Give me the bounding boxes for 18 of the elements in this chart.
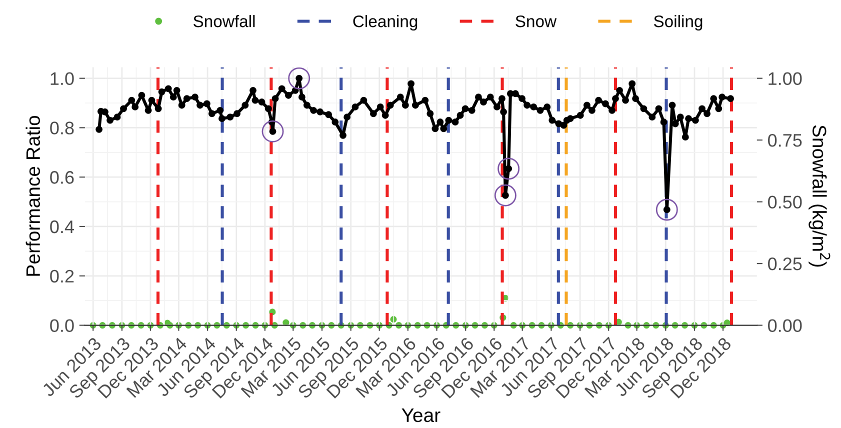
y2-tick-label: 0.25 xyxy=(768,257,802,270)
y-tick-label: 0.0 xyxy=(50,319,74,332)
y2-tick-label: 0.00 xyxy=(768,319,802,332)
y2-tick-label: 0.50 xyxy=(768,196,802,209)
y2-tick-label: 0.75 xyxy=(768,134,802,147)
legend-label: Snowfall xyxy=(194,15,255,28)
y-tick-label: 0.2 xyxy=(50,270,74,283)
x-axis-title: Year xyxy=(402,408,440,422)
y2-axis-title: Snowfall (kg/m$^{2}$) xyxy=(808,125,830,267)
y-axis-title: Performance Ratio xyxy=(26,116,40,276)
legend-label: Cleaning xyxy=(353,15,418,31)
y2-tick-label: 1.00 xyxy=(768,72,802,86)
y-tick-label: 0.8 xyxy=(50,122,74,134)
legend-label: Snow xyxy=(516,15,557,28)
legend-label: Soiling xyxy=(654,15,702,31)
y-tick-label: 0.6 xyxy=(50,171,74,184)
y-tick-label: 0.4 xyxy=(50,220,74,234)
y-tick-label: 1.0 xyxy=(50,72,74,86)
